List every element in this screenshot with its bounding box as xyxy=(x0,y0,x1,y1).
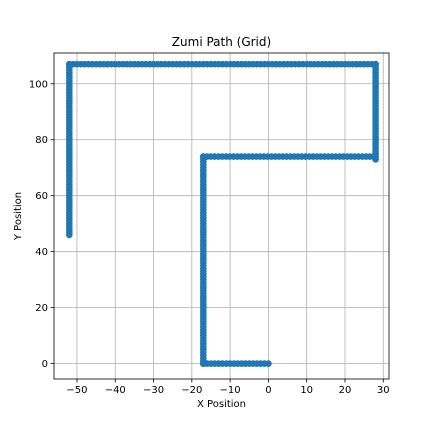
x-tick-label: −10 xyxy=(220,385,241,396)
plot-frame xyxy=(53,52,390,380)
x-tick-label: −50 xyxy=(66,385,87,396)
data-point xyxy=(66,231,73,239)
y-tick-label: 60 xyxy=(35,191,48,202)
x-tick-label: −20 xyxy=(181,385,202,396)
y-axis-label: Y Position xyxy=(13,192,24,241)
y-tick-label: 40 xyxy=(35,247,48,258)
chart-title: Zumi Path (Grid) xyxy=(172,35,271,49)
x-tick-label: 30 xyxy=(377,385,390,396)
x-tick-label: 20 xyxy=(339,385,352,396)
y-tick-label: 80 xyxy=(35,135,48,146)
x-tick-label: 10 xyxy=(300,385,313,396)
data-points xyxy=(66,60,379,367)
ticks: −50 −40 −30 −20 −10 0 10 20 30 0 20 40 60 80 100 xyxy=(29,79,390,396)
x-tick-label: −30 xyxy=(143,385,164,396)
x-tick-label: −40 xyxy=(105,385,126,396)
x-axis-label: X Position xyxy=(197,399,246,410)
y-tick-label: 100 xyxy=(29,79,48,90)
y-tick-label: 0 xyxy=(42,359,48,370)
x-tick-label: 0 xyxy=(265,385,271,396)
y-tick-label: 20 xyxy=(35,303,48,314)
